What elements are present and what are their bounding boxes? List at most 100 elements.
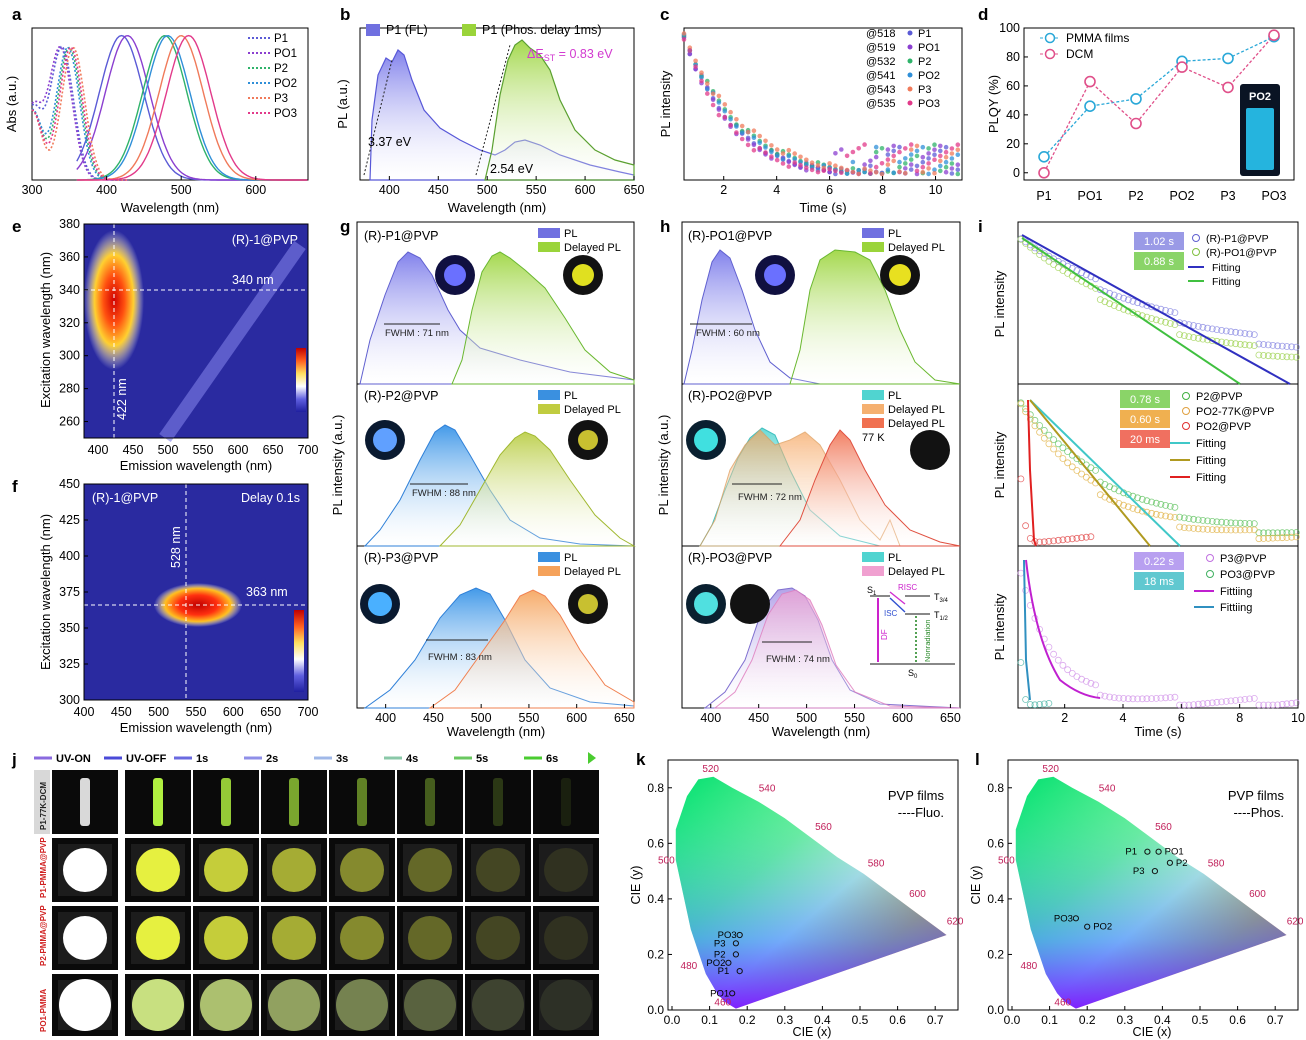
panel-f-note-ex: 363 nm (246, 585, 288, 599)
panel-i-p2-point (1283, 529, 1291, 537)
panel-h-xtick-label-4: 600 (892, 711, 913, 725)
panel-i-p3-point (1157, 694, 1165, 702)
panel-k-point-p2 (732, 951, 740, 958)
panel-k-title: PVP films (888, 788, 945, 803)
panel-i-po2-77k-point (1292, 533, 1300, 541)
panel-j-photo-glow-2-4 (340, 916, 384, 960)
panel-i-p3-point (1236, 696, 1244, 704)
panel-f-xtick-label-2: 500 (148, 705, 169, 719)
panel-i-po2-point (1087, 533, 1095, 541)
panel-c-legend-label-p3: P3 (918, 84, 931, 96)
panel-i-p3-point (1194, 700, 1202, 708)
panel-i-p3-point (1255, 701, 1263, 709)
panel-c-point-po3 (804, 165, 809, 170)
panel-h-xlabel: Wavelength (nm) (772, 724, 871, 739)
panel-c-point-p1 (914, 163, 920, 169)
panel-c-xlabel: Time (s) (799, 200, 846, 215)
panel-k-wavelength-580: 580 (868, 858, 885, 869)
panel-i-po1-point (1148, 315, 1155, 322)
panel-i-po1-point (1260, 351, 1267, 359)
panel-k-wavelength-520: 520 (702, 764, 719, 775)
panel-j-photo-tube-0-5 (425, 778, 435, 826)
panel-i-leg1-p1: (R)-P1@PVP (1206, 233, 1269, 245)
panel-i-po2-77k-point (1129, 504, 1137, 512)
panel-g-p2-photo-pl-glow (373, 428, 397, 452)
panel-h-diagram-isc: ISC (884, 609, 898, 618)
panel-i-p2-point (1124, 491, 1132, 499)
panel-c-point-po2 (938, 163, 943, 169)
panel-i-p2-point (1078, 458, 1085, 466)
panel-a-pl-curve-p1 (76, 34, 308, 181)
panel-i-po2-point (1054, 536, 1062, 544)
panel-i-p3-point (1283, 700, 1291, 708)
panel-c-point-p3 (780, 151, 786, 156)
panel-k-ytick-label-4: 0.8 (647, 781, 664, 795)
panel-i-p2-point (1050, 436, 1057, 444)
panel-d-xtick-label-3: PO2 (1169, 189, 1194, 203)
panel-j-photo-glow-2-5 (408, 916, 452, 960)
panel-i-points (1017, 235, 1300, 709)
panel-i-po1-point (1250, 342, 1258, 350)
panel-e-diagonal-band (159, 240, 306, 443)
panel-l-wavelength-460: 460 (1054, 998, 1071, 1009)
panel-j-legend-arrow-icon (588, 752, 596, 764)
panel-g-leg3-pl-swatch (538, 552, 560, 562)
panel-k-wavelength-600: 600 (909, 889, 926, 900)
panel-h-xticks: 400 450 500 550 600 650 (700, 704, 961, 725)
panel-i-p1-point (1232, 328, 1239, 336)
panel-c-point-po2 (699, 75, 704, 80)
panel-i-legends: (R)-P1@PVP (R)-PO1@PVP Fitting Fitting P… (1170, 233, 1277, 614)
panel-c-point-po1 (751, 142, 757, 148)
panel-c-point-po1 (868, 158, 873, 164)
panel-c-point-po3 (839, 170, 844, 175)
panel-i-po2-77k-point (1204, 526, 1211, 533)
panel-i-p3-point (1264, 701, 1272, 709)
panel-a-pl-curve-po1 (76, 34, 308, 181)
panel-a-ylabel: Abs (a.u.) (4, 76, 19, 132)
panel-c-point-p3 (943, 154, 949, 160)
panel-e-xtick-label-3: 550 (193, 443, 214, 457)
panel-d-point-1-p2 (1130, 117, 1142, 130)
panel-c-point-po3 (897, 149, 902, 155)
panel-i-po3-point (1026, 701, 1034, 708)
panel-f-ytick-label-6: 450 (59, 477, 80, 491)
panel-c-legend-marker-po3 (907, 100, 913, 106)
panel-l-point-label-po1: PO1 (1165, 847, 1184, 858)
panel-i-po1-point (1194, 334, 1202, 342)
panel-d-legend-marker-0 (1044, 32, 1056, 44)
panel-i-p2-point (1232, 519, 1239, 527)
panel-i-p3-point (1292, 699, 1300, 707)
panel-k: 460 480 500 520 540 560 580 600 620 0.0 0.1 0.2 0.3 0… (629, 759, 964, 1039)
panel-c-point-po3 (699, 78, 704, 84)
panel-f-xtick-label-0: 400 (74, 705, 95, 719)
panel-c-point-p2 (914, 153, 920, 159)
panel-c-point-p3 (850, 169, 856, 175)
panel-c-point-po3 (757, 145, 762, 151)
panel-c-legend-wl-p2: @532 (866, 56, 896, 68)
panel-b-xtick-label-1: 450 (428, 183, 449, 197)
panel-g-leg2-pl: PL (564, 390, 577, 402)
panel-j-photo-glow-1-0 (63, 848, 107, 892)
panel-i-p1-point (1110, 291, 1118, 299)
panel-i-p2-point (1218, 518, 1225, 526)
panel-b: P1 (FL) P1 (Phos. delay 1ms) ΔEST = 0.83… (335, 23, 644, 215)
panel-d-point-0-p1 (1038, 151, 1050, 163)
panel-i-tag-po2-77k-box (1120, 410, 1170, 428)
panel-g-xlabel: Wavelength (nm) (447, 724, 546, 739)
panel-f-colorbar (294, 610, 304, 692)
panel-i-leg2-po2: PO2@PVP (1196, 421, 1251, 433)
panel-i-p1-point (1236, 329, 1244, 337)
panel-a-legend-label-po1: PO1 (274, 48, 297, 60)
panel-c-point-po2 (780, 157, 786, 162)
panel-g-leg3-pl: PL (564, 552, 577, 564)
panel-i-p2-point (1036, 422, 1043, 429)
panel-i-p1-point (1194, 322, 1202, 330)
panel-i-po1-point (1283, 353, 1291, 361)
panel-i-leg3-fit2: Fittiing (1220, 602, 1252, 614)
panel-j-photo-tube-0-1 (153, 778, 163, 826)
panel-i-p3-point (1185, 701, 1193, 709)
panel-c-point-po3 (833, 168, 838, 174)
panel-l-point-po3 (1072, 915, 1080, 922)
panel-g-leg1-delayed: Delayed PL (564, 242, 621, 254)
